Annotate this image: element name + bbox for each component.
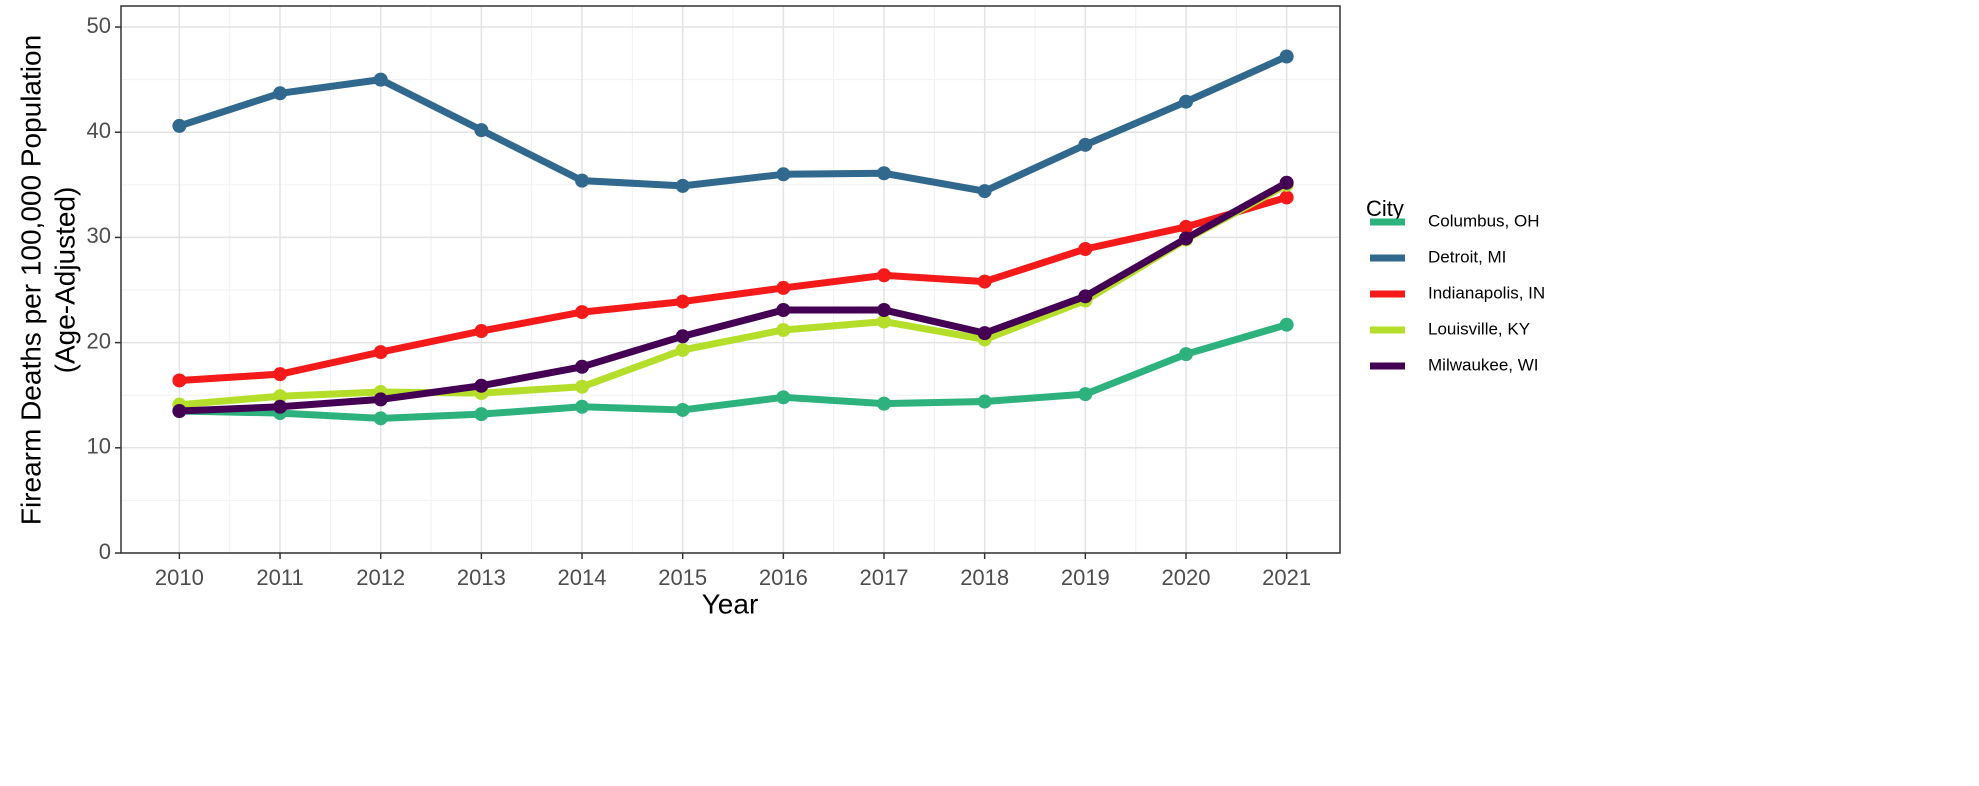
- series-line: [179, 321, 1288, 422]
- y-axis-title: (Age-Adjusted): [49, 187, 80, 374]
- point: [776, 280, 791, 295]
- point: [776, 303, 791, 318]
- point: [977, 274, 992, 289]
- point: [1178, 219, 1193, 234]
- y-tick-label: 0: [99, 539, 111, 564]
- point: [474, 378, 489, 393]
- point: [273, 399, 288, 414]
- legend-label: Milwaukee, WI: [1428, 355, 1539, 374]
- point: [1279, 49, 1294, 64]
- point: [977, 326, 992, 341]
- point: [877, 303, 892, 318]
- x-tick-label: 2021: [1262, 565, 1311, 590]
- legend-label: Indianapolis, IN: [1428, 283, 1545, 302]
- point: [575, 305, 590, 320]
- x-tick-label: 2016: [759, 565, 808, 590]
- legend-label: Louisville, KY: [1428, 319, 1530, 338]
- point: [1078, 241, 1093, 256]
- point: [474, 123, 489, 138]
- point: [575, 399, 590, 414]
- x-tick-label: 2014: [558, 565, 607, 590]
- point: [675, 294, 690, 309]
- y-tick-label: 50: [87, 13, 111, 38]
- x-tick-label: 2020: [1162, 565, 1211, 590]
- legend-label: Detroit, MI: [1428, 247, 1506, 266]
- point: [273, 389, 288, 404]
- series-line: [179, 179, 1289, 415]
- point: [1078, 289, 1093, 304]
- point: [172, 373, 187, 388]
- point: [575, 359, 590, 374]
- point: [776, 322, 791, 337]
- point: [474, 407, 489, 422]
- point: [1078, 137, 1093, 152]
- point: [1178, 231, 1193, 246]
- point: [877, 314, 892, 329]
- point: [1279, 175, 1294, 190]
- point: [675, 402, 690, 417]
- plot-border: [120, 5, 1341, 554]
- point: [776, 167, 791, 182]
- point: [373, 72, 388, 87]
- point: [273, 86, 288, 101]
- point: [1279, 190, 1294, 205]
- point: [1178, 347, 1193, 362]
- point: [474, 324, 489, 339]
- point: [675, 178, 690, 193]
- point: [273, 367, 288, 382]
- y-tick-label: 20: [87, 328, 111, 353]
- point: [575, 379, 590, 394]
- point: [575, 173, 590, 188]
- series-line: [178, 53, 1289, 195]
- x-tick-label: 2012: [356, 565, 405, 590]
- point: [172, 118, 187, 133]
- point: [373, 392, 388, 407]
- y-tick-label: 30: [87, 223, 111, 248]
- point: [977, 184, 992, 199]
- y-axis-title: Firearm Deaths per 100,000 Population: [15, 35, 46, 525]
- x-tick-label: 2017: [860, 565, 909, 590]
- x-tick-label: 2018: [960, 565, 1009, 590]
- point: [776, 390, 791, 405]
- x-axis-title: Year: [702, 588, 759, 619]
- point: [877, 396, 892, 411]
- x-tick-label: 2013: [457, 565, 506, 590]
- point: [675, 342, 690, 357]
- legend-title: City: [1366, 196, 1404, 221]
- x-tick-label: 2011: [256, 565, 303, 590]
- point: [977, 394, 992, 409]
- point: [172, 403, 187, 418]
- series-line: [179, 194, 1288, 384]
- point: [675, 329, 690, 344]
- point: [877, 166, 892, 181]
- point: [1078, 387, 1093, 402]
- point: [373, 345, 388, 360]
- x-tick-label: 2015: [658, 565, 707, 590]
- point: [877, 268, 892, 283]
- y-tick-label: 40: [87, 118, 111, 143]
- point: [373, 411, 388, 426]
- point: [1178, 94, 1193, 109]
- legend-label: Columbus, OH: [1428, 211, 1539, 230]
- point: [1279, 317, 1294, 332]
- y-tick-label: 10: [87, 434, 111, 459]
- x-tick-label: 2019: [1061, 565, 1110, 590]
- x-tick-label: 2010: [155, 565, 204, 590]
